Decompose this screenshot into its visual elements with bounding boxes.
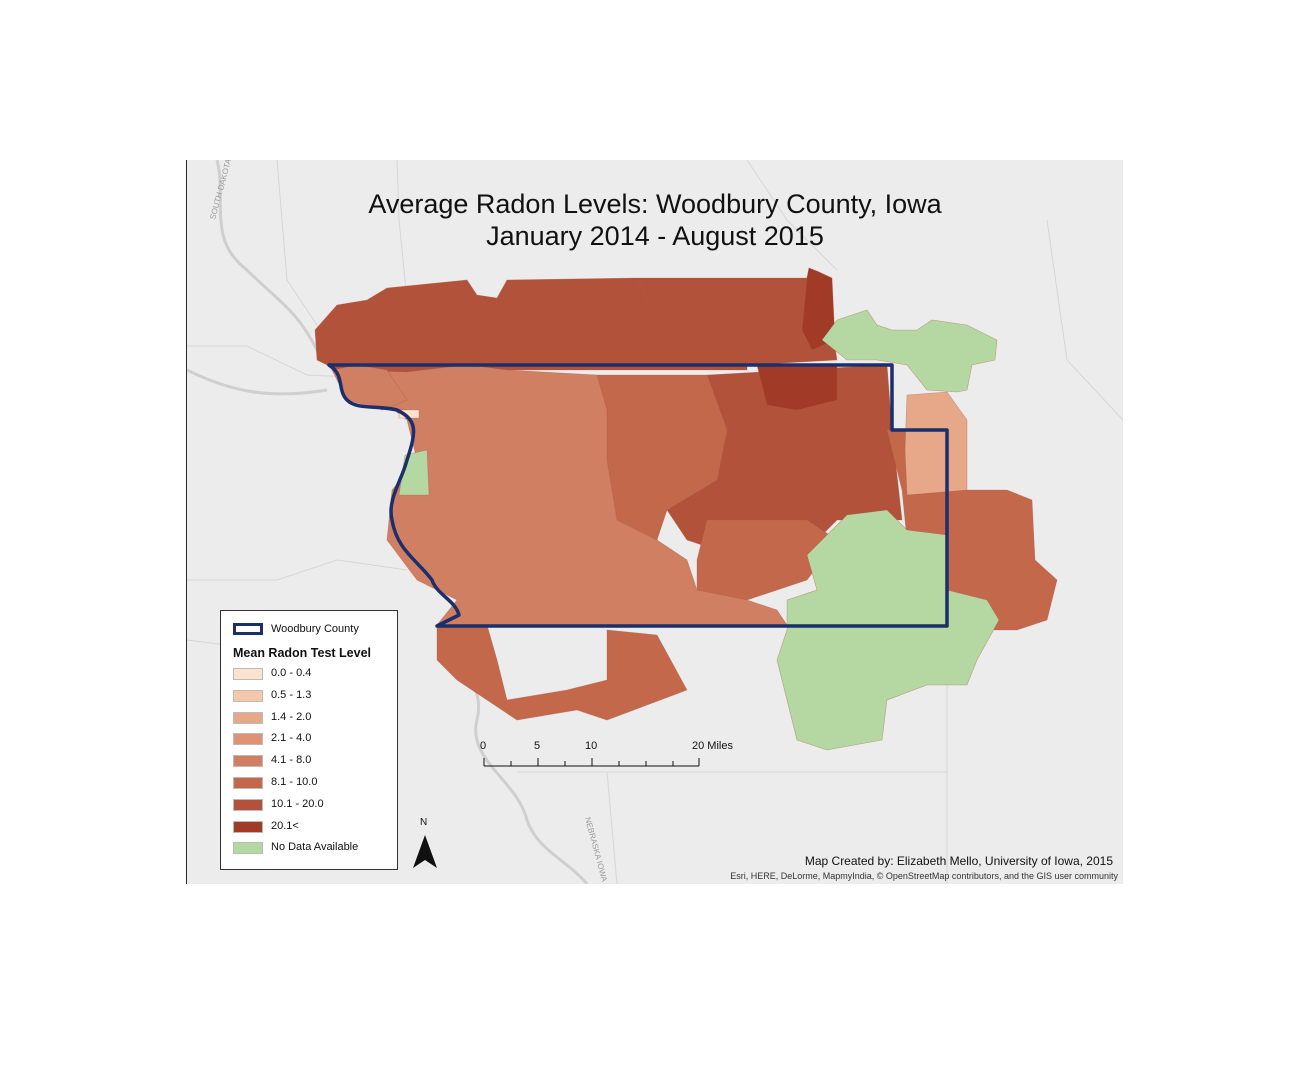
legend-swatch (233, 668, 263, 680)
road-line (746, 160, 838, 271)
north-arrow-label: N (420, 817, 428, 828)
legend-label: No Data Available (271, 841, 359, 854)
road-line (606, 771, 618, 884)
legend-label: 0.0 - 0.4 (271, 667, 312, 679)
legend: Woodbury County Mean Radon Test Level 0.… (220, 610, 398, 870)
radon-zones (314, 267, 1058, 751)
zone-southcenter (696, 519, 838, 601)
legend-swatch (233, 777, 263, 789)
scale-label-5: 5 (534, 740, 541, 752)
zone-west-broad (341, 364, 788, 626)
north-arrow-icon (413, 835, 437, 868)
scale-label-10: 10 (585, 740, 598, 752)
legend-swatch (233, 798, 263, 811)
legend-label: 0.5 - 1.3 (271, 688, 312, 701)
zone-east-light (904, 391, 968, 496)
zone-southwest (436, 624, 688, 721)
scale-label-0: 0 (480, 740, 487, 752)
river-line (187, 368, 328, 396)
map-title-line1: Average Radon Levels: Woodbury County, I… (368, 189, 942, 219)
legend-swatch (233, 842, 263, 855)
map-frame: SOUTH DAKOTA NEBRASKA IOWA (186, 160, 1123, 884)
road-line (276, 160, 328, 341)
road-line (396, 160, 408, 301)
legend-label: 2.1 - 4.0 (271, 732, 312, 745)
county-outline-label: Woodbury County (271, 623, 359, 635)
legend-label: 8.1 - 10.0 (271, 776, 318, 788)
map-credit: Map Created by: Elizabeth Mello, Univers… (804, 854, 1113, 868)
legend-label: 1.4 - 2.0 (271, 710, 312, 723)
legend-swatch (233, 820, 263, 833)
legend-swatch (233, 689, 263, 702)
legend-label: 20.1< (271, 819, 299, 832)
scale-label-20: 20 Miles (692, 740, 733, 752)
woodbury-county-outline (327, 363, 949, 628)
zone-nodata-ne (821, 309, 998, 393)
legend-label: 4.1 - 8.0 (271, 754, 312, 767)
legend-swatch (233, 733, 263, 746)
legend-heading: Mean Radon Test Level (233, 646, 371, 660)
map-attribution: Esri, HERE, DeLorme, MapmyIndia, © OpenS… (730, 871, 1118, 881)
road-line (187, 559, 408, 581)
legend-swatch (233, 755, 263, 768)
state-label-nebraska-iowa: NEBRASKA IOWA (583, 816, 609, 883)
zone-high-east (756, 364, 838, 411)
map-canvas: SOUTH DAKOTA NEBRASKA IOWA (187, 160, 1123, 884)
zone-north-high (801, 267, 836, 351)
legend-swatch (233, 711, 263, 724)
zone-nodata-se (776, 509, 1000, 751)
road-line (1046, 219, 1123, 421)
map-title-line2: January 2014 - August 2015 (486, 221, 824, 251)
county-outline-swatch (233, 623, 263, 635)
scale-bar (483, 758, 700, 767)
legend-label: 10.1 - 20.0 (271, 797, 324, 810)
